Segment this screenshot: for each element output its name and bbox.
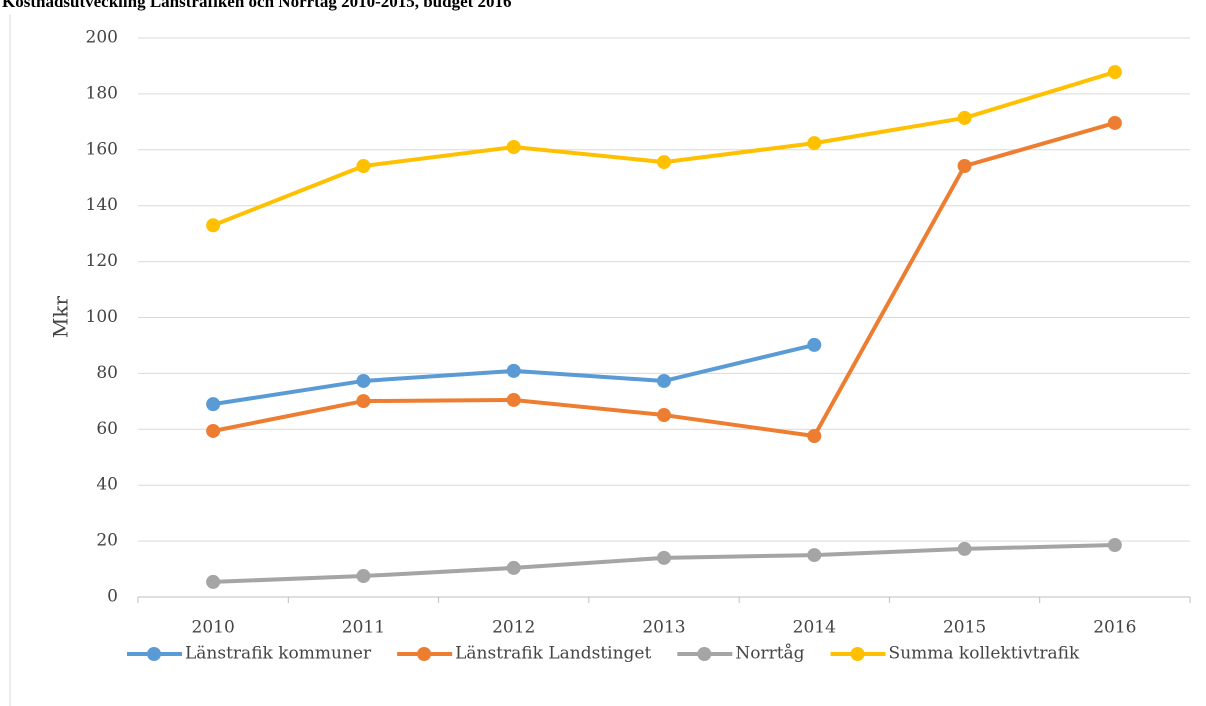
data-point [807,548,822,563]
y-tick-label: 160 [86,139,118,159]
data-point [807,136,822,151]
data-point [957,110,972,125]
data-point [807,337,822,352]
data-point [807,429,822,444]
data-point [206,423,221,438]
data-point [657,155,671,170]
x-tick-label: 2016 [1093,618,1136,638]
y-tick-label: 80 [96,363,118,383]
y-axis-label: Mkr [49,295,73,338]
data-point [506,392,521,407]
chart-title: Kostnadsutveckling Länstrafiken och Norr… [2,0,512,11]
data-point [356,394,371,409]
data-point [1107,538,1122,553]
data-point [206,218,221,233]
x-tick-label: 2010 [192,618,235,638]
data-point [356,569,371,584]
data-point [506,140,521,155]
y-tick-label: 40 [96,475,118,495]
legend-marker [147,647,161,661]
y-tick-label: 200 [86,28,118,48]
data-point [1107,65,1122,80]
data-point [206,574,221,589]
data-point [957,159,972,174]
x-tick-label: 2014 [793,618,836,638]
series-line [211,70,1117,228]
data-point [657,373,671,388]
legend-marker [697,647,712,661]
data-point [506,363,521,378]
y-tick-label: 60 [96,419,118,439]
legend-label: Summa kollektivtrafik [889,644,1080,664]
x-tick-label: 2015 [943,618,986,638]
data-point [206,397,221,412]
data-point [657,408,671,423]
x-tick-label: 2012 [492,618,535,638]
x-tick-label: 2013 [642,618,685,638]
y-tick-label: 120 [86,251,118,271]
y-tick-label: 180 [86,83,118,103]
legend-label: Länstrafik kommuner [185,644,372,664]
y-tick-label: 0 [107,587,118,607]
data-point [506,560,521,575]
y-tick-label: 20 [96,531,118,551]
data-point [1107,115,1122,130]
y-tick-label: 100 [86,307,118,327]
legend-marker [417,647,432,661]
legend-label: Norrtåg [735,644,804,664]
y-tick-label: 140 [86,195,118,215]
data-point [356,373,371,388]
legend-label: Länstrafik Landstinget [455,644,651,664]
x-tick-label: 2011 [342,618,385,638]
data-point [957,541,972,556]
data-point [356,159,371,174]
legend-marker [850,647,865,661]
data-point [657,550,671,565]
